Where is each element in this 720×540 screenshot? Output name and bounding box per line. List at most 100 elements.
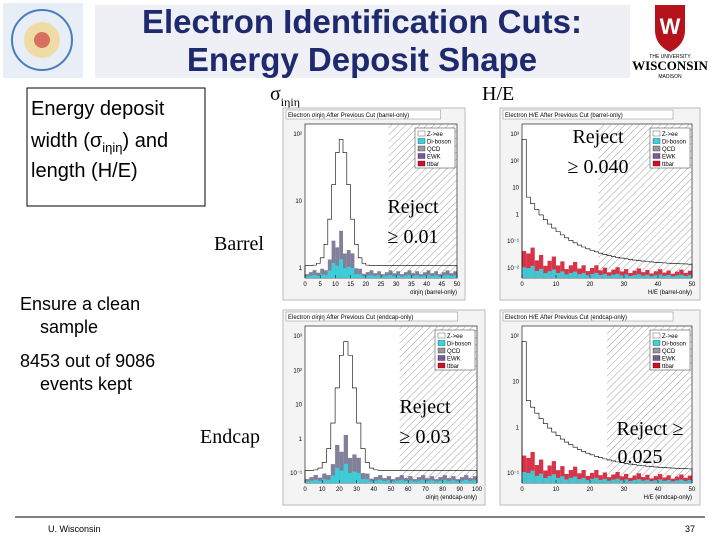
background-bar xyxy=(396,271,400,278)
wisconsin-logo: W THE UNIVERSITY WISCONSIN MADISON xyxy=(632,5,709,80)
background-bar xyxy=(442,479,447,483)
x-tick-label: 45 xyxy=(438,282,445,288)
background-bar xyxy=(438,274,442,278)
textbox-line: width (σiηiη) and xyxy=(30,130,168,155)
background-bar xyxy=(391,479,396,483)
background-bar xyxy=(619,476,624,483)
signal-outline xyxy=(304,341,478,483)
x-tick-label: 30 xyxy=(393,282,400,288)
background-bar xyxy=(407,274,412,278)
background-bar xyxy=(658,274,663,278)
background-bar xyxy=(632,270,637,278)
background-bar xyxy=(330,475,336,483)
background-bar xyxy=(585,480,590,483)
background-bar xyxy=(399,475,404,483)
cut-label: Reject ≥ xyxy=(616,418,683,440)
background-bar xyxy=(313,479,318,483)
title: Energy Deposit Shape xyxy=(187,41,537,78)
background-bar xyxy=(430,276,435,278)
background-bar xyxy=(687,270,692,278)
background-bar xyxy=(392,273,397,278)
background-bar xyxy=(365,473,370,483)
background-bar xyxy=(434,275,438,278)
background-bar xyxy=(362,276,366,278)
x-axis-label: H/E (barrel-only) xyxy=(648,290,692,296)
background-bar xyxy=(382,478,387,483)
logo-text: WISCONSIN xyxy=(632,58,708,73)
background-bar xyxy=(573,476,578,483)
legend-swatch xyxy=(437,340,446,346)
background-bar xyxy=(377,275,381,278)
background-bar xyxy=(453,275,457,278)
background-bar xyxy=(560,271,565,278)
x-tick-label: 35 xyxy=(408,282,415,288)
background-bar xyxy=(573,466,578,483)
background-bar xyxy=(305,276,309,278)
x-tick-label: 20 xyxy=(362,282,369,288)
background-bar xyxy=(317,477,323,483)
background-bar xyxy=(438,477,443,483)
background-bar xyxy=(679,479,684,483)
legend-swatch xyxy=(652,145,661,152)
background-bar xyxy=(687,475,692,483)
background-bar xyxy=(636,479,641,483)
background-bar xyxy=(577,473,582,483)
background-bar xyxy=(564,473,569,483)
cms-logo xyxy=(3,3,83,78)
background-bar xyxy=(590,268,595,278)
background-bar xyxy=(534,475,539,483)
background-bar xyxy=(320,268,324,278)
background-bar xyxy=(658,269,663,278)
background-bar xyxy=(670,273,675,278)
background-bar xyxy=(339,230,343,278)
background-bar xyxy=(645,274,650,278)
y-tick-label: 1 xyxy=(299,437,303,443)
background-bar xyxy=(350,268,355,278)
background-bar xyxy=(408,480,413,483)
x-axis-label: H/E (endcap-only) xyxy=(644,495,692,501)
x-tick-label: 70 xyxy=(422,487,429,493)
background-bar xyxy=(348,458,353,483)
cut-label: Reject xyxy=(399,396,451,418)
background-bar xyxy=(551,269,556,278)
y-tick-label: 10² xyxy=(510,334,519,340)
background-bar xyxy=(641,275,646,278)
y-tick-label: 10⁻¹ xyxy=(507,471,519,477)
background-bar xyxy=(411,276,416,278)
background-bar xyxy=(670,481,675,483)
background-bar xyxy=(534,260,539,278)
background-bar xyxy=(426,274,431,278)
legend-label: EWK xyxy=(662,357,676,363)
background-bar xyxy=(446,481,452,483)
background-bar xyxy=(624,479,629,483)
background-bar xyxy=(343,434,348,483)
background-bar xyxy=(316,272,321,278)
background-bar xyxy=(556,470,561,483)
background-bar xyxy=(607,272,612,278)
background-bar xyxy=(539,473,544,483)
background-bar xyxy=(468,478,473,483)
background-bar xyxy=(539,255,544,278)
background-bar xyxy=(590,274,595,278)
background-bar xyxy=(415,275,419,278)
signal-outline xyxy=(521,139,693,278)
background-bar xyxy=(628,480,633,483)
background-bar xyxy=(415,271,419,278)
background-bar xyxy=(373,276,378,278)
background-bar xyxy=(543,478,548,483)
plot: Electron σiηiη After Previous Cut (endca… xyxy=(282,309,486,506)
background-bar xyxy=(468,481,473,483)
background-bar xyxy=(556,265,561,278)
background-bar xyxy=(581,470,586,483)
background-bar xyxy=(382,481,387,483)
background-bar xyxy=(381,274,385,278)
background-bar xyxy=(339,470,344,483)
background-bar xyxy=(305,479,310,483)
x-tick-label: 10 xyxy=(319,487,326,493)
background-bar xyxy=(362,273,366,278)
background-bar xyxy=(313,474,318,483)
background-bar xyxy=(530,470,535,483)
background-bar xyxy=(675,476,680,483)
legend-swatch xyxy=(652,362,661,369)
background-bar xyxy=(539,459,544,483)
